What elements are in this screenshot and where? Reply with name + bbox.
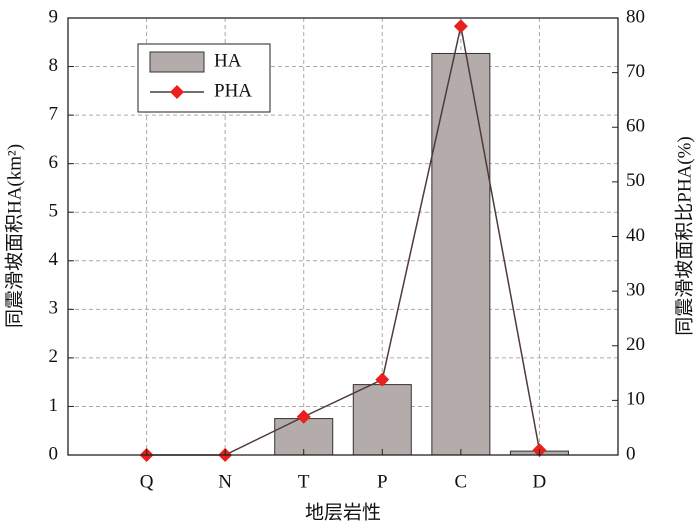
y2-tick-label: 70 (626, 61, 645, 82)
y2-tick-label: 10 (626, 389, 645, 410)
y-tick-label: 2 (49, 346, 59, 367)
legend-label: PHA (214, 80, 252, 101)
y2-tick-label: 20 (626, 334, 645, 355)
y-tick-label: 8 (49, 55, 59, 76)
y2-axis-label: 同震滑坡面积比PHA(%) (673, 136, 695, 336)
y-tick-label: 5 (49, 201, 59, 222)
y-tick-label: 7 (49, 103, 59, 124)
y-tick-label: 3 (49, 298, 59, 319)
legend-label: HA (214, 50, 242, 71)
y2-tick-label: 80 (626, 6, 645, 27)
x-tick-label: P (377, 471, 388, 492)
y2-tick-label: 50 (626, 170, 645, 191)
y2-tick-label: 60 (626, 116, 645, 137)
y2-tick-label: 30 (626, 279, 645, 300)
y-tick-label: 6 (49, 152, 59, 173)
x-axis-label: 地层岩性 (305, 501, 381, 523)
legend-marker (170, 85, 184, 99)
x-tick-label: N (218, 471, 232, 492)
x-tick-label: Q (140, 471, 154, 492)
y-tick-label: 4 (49, 249, 59, 270)
marker (453, 19, 468, 34)
bar (431, 52, 491, 456)
bar (352, 384, 412, 456)
y2-tick-label: 40 (626, 225, 645, 246)
y-tick-label: 1 (49, 395, 59, 416)
y-tick-label: 9 (49, 6, 59, 27)
legend-swatch (149, 51, 205, 73)
y-tick-label: 0 (49, 443, 59, 464)
x-tick-label: D (533, 471, 547, 492)
x-tick-label: T (298, 471, 310, 492)
y2-tick-label: 0 (626, 443, 636, 464)
x-tick-label: C (455, 471, 468, 492)
marker (375, 372, 390, 387)
y-axis-label: 同震滑坡面积HA(km²) (3, 144, 25, 328)
marker (296, 409, 311, 424)
